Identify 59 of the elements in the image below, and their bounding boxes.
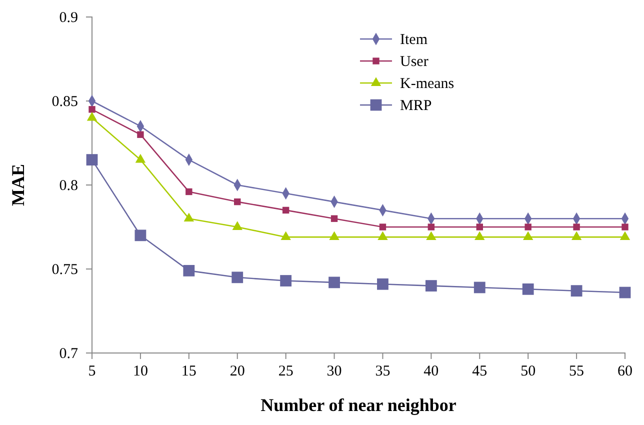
x-tick-label: 20 [230,364,245,380]
y-tick-label: 0.7 [59,346,78,362]
y-tick-label: 0.9 [59,10,78,26]
x-tick-label: 55 [569,364,584,380]
point [88,106,96,113]
point [620,231,630,240]
legend-label: User [400,54,428,70]
point [232,272,244,284]
y-tick-label: 0.75 [52,262,78,278]
point [329,231,340,240]
point [280,231,291,240]
point [524,224,532,230]
y-tick-label: 0.8 [59,178,78,194]
x-tick-label: 35 [375,364,390,380]
point [184,212,194,222]
legend-label: MRP [400,98,432,114]
y-tick-label: 0.85 [52,94,78,110]
point [137,131,144,138]
point [232,221,242,230]
x-tick-label: 45 [472,364,488,380]
x-tick-label: 5 [88,364,96,380]
point [86,154,98,166]
point [522,231,534,240]
point [571,231,582,240]
point [330,215,338,222]
point [186,188,192,196]
point [570,285,582,297]
point [280,275,292,286]
point [619,286,631,298]
legend-label: Item [400,32,428,48]
point [379,224,386,230]
point [573,224,580,230]
legend-label: K-means [400,76,454,92]
point [622,224,628,230]
x-tick-label: 25 [278,364,294,380]
point [428,224,435,230]
point [476,224,483,230]
x-tick-label: 60 [618,364,632,380]
point [474,231,485,240]
x-tick-label: 50 [520,364,536,380]
point [377,278,388,290]
x-tick-label: 40 [424,364,439,380]
point [378,231,388,240]
point [134,230,146,242]
point [234,198,241,206]
point [183,264,195,276]
x-tick-label: 10 [132,364,148,380]
y-axis-title: MAE [8,164,28,206]
point [474,282,486,294]
point [426,231,436,240]
x-tick-label: 15 [181,364,196,380]
point [425,280,437,292]
point [522,283,534,295]
point [328,276,340,288]
x-axis-title: Number of near neighbor [260,395,456,415]
x-tick-label: 30 [326,364,342,380]
point [135,154,146,163]
point [282,206,290,214]
point [86,112,98,121]
